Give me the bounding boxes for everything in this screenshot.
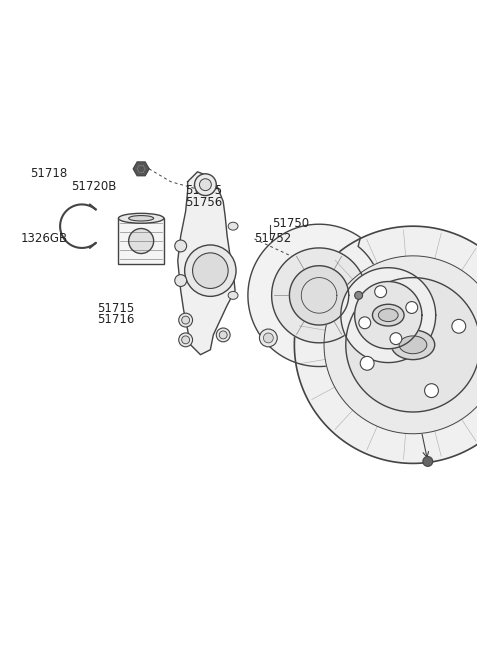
Circle shape — [390, 333, 402, 345]
Text: 1220FS: 1220FS — [401, 329, 445, 342]
Text: 51720B: 51720B — [72, 180, 117, 193]
Text: 51756: 51756 — [185, 196, 223, 209]
Circle shape — [425, 384, 438, 398]
Circle shape — [216, 328, 230, 342]
Text: 51716: 51716 — [96, 313, 134, 326]
Polygon shape — [289, 266, 349, 325]
Circle shape — [260, 329, 277, 347]
Text: 51752: 51752 — [254, 232, 291, 245]
Circle shape — [194, 174, 216, 196]
Circle shape — [179, 313, 192, 327]
Circle shape — [374, 266, 388, 280]
Circle shape — [264, 333, 273, 343]
Text: 51755: 51755 — [185, 184, 223, 196]
Polygon shape — [272, 248, 367, 343]
Ellipse shape — [129, 215, 154, 221]
Ellipse shape — [228, 291, 238, 299]
Text: 51718: 51718 — [30, 167, 68, 180]
Ellipse shape — [129, 229, 154, 253]
Circle shape — [452, 320, 466, 333]
Ellipse shape — [391, 330, 435, 360]
Circle shape — [185, 245, 236, 296]
Polygon shape — [248, 224, 382, 367]
Circle shape — [360, 356, 374, 370]
Ellipse shape — [119, 214, 164, 223]
Circle shape — [423, 457, 433, 466]
Polygon shape — [341, 268, 436, 363]
Ellipse shape — [378, 309, 398, 322]
Text: 51712: 51712 — [324, 329, 361, 342]
Circle shape — [175, 240, 187, 252]
Ellipse shape — [399, 336, 427, 354]
Circle shape — [192, 253, 228, 288]
Circle shape — [219, 331, 227, 339]
Bar — [119, 218, 164, 264]
Circle shape — [327, 350, 345, 368]
Circle shape — [182, 336, 190, 344]
Circle shape — [175, 274, 187, 286]
Text: 51750: 51750 — [272, 217, 310, 231]
Circle shape — [387, 292, 401, 306]
Polygon shape — [294, 226, 480, 463]
Ellipse shape — [228, 222, 238, 230]
Polygon shape — [324, 256, 480, 434]
Ellipse shape — [372, 305, 404, 326]
Text: 1326GB: 1326GB — [21, 232, 68, 245]
Circle shape — [179, 333, 192, 346]
Circle shape — [359, 317, 371, 329]
Circle shape — [406, 301, 418, 314]
Circle shape — [182, 316, 190, 324]
Polygon shape — [355, 282, 422, 348]
Polygon shape — [133, 162, 149, 176]
Circle shape — [331, 354, 341, 364]
Polygon shape — [178, 172, 235, 354]
Circle shape — [200, 179, 211, 191]
Circle shape — [375, 286, 386, 297]
Polygon shape — [346, 278, 480, 412]
Circle shape — [355, 291, 362, 299]
Text: 51715: 51715 — [96, 301, 134, 314]
